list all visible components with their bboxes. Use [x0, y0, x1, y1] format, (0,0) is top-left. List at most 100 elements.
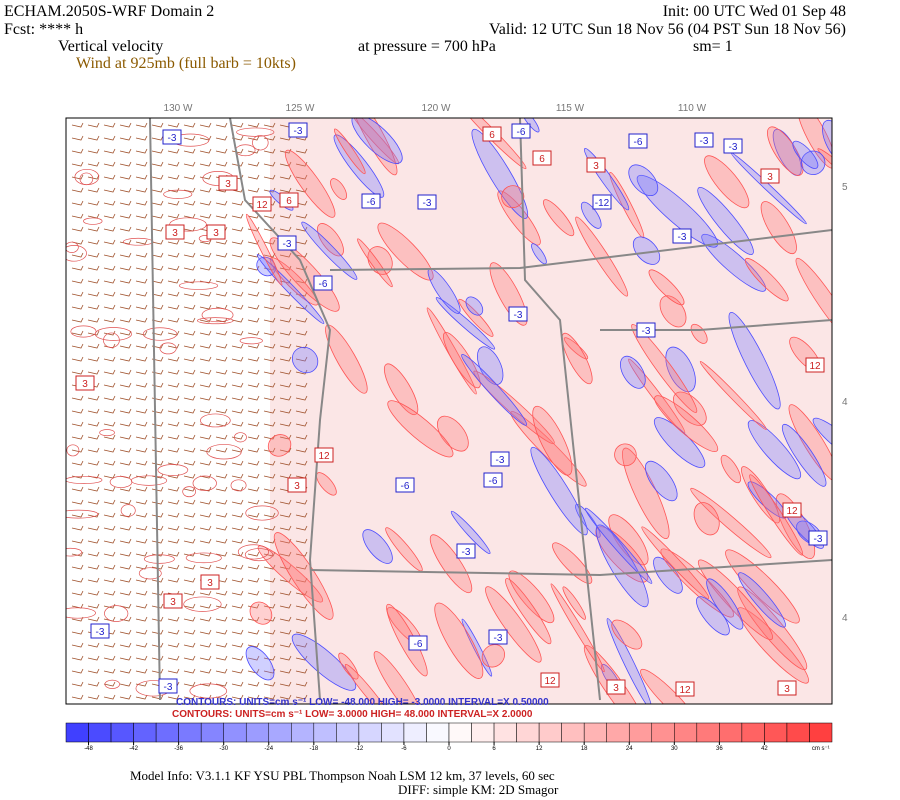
downdraft-area: [351, 118, 403, 164]
wind-barb: [247, 369, 260, 375]
wind-barb: [135, 434, 148, 440]
wind-barb: [279, 460, 292, 466]
contour-label-box: [636, 322, 656, 338]
updraft-area: [704, 155, 750, 209]
wind-barb: [167, 343, 180, 349]
wind-barb: [151, 538, 164, 544]
wind-barb: [103, 499, 116, 505]
wind-barb: [247, 330, 260, 336]
colorbar-label: 0: [447, 746, 451, 752]
wind-barb: [247, 538, 260, 544]
wind-barb: [135, 304, 148, 310]
wind-barb: [135, 499, 148, 505]
wind-barb: [199, 629, 212, 635]
wind-barb: [167, 629, 180, 635]
wind-barb: [263, 642, 276, 648]
wind-barb: [103, 330, 116, 336]
wind-barb: [167, 174, 180, 180]
wind-barb: [247, 291, 260, 297]
wind-barb: [167, 395, 180, 401]
contour-line: [66, 475, 103, 485]
pressure-level: at pressure = 700 hPa: [358, 38, 496, 55]
contour-line: [130, 475, 168, 486]
wind-barb: [183, 421, 196, 427]
updraft-area: [648, 269, 685, 306]
wind-barb: [103, 252, 116, 258]
colorbar-cell: [628, 722, 653, 743]
wind-barb: [215, 291, 228, 297]
wind-barb: [151, 343, 164, 349]
updraft-area: [532, 405, 573, 476]
updraft-area: [631, 324, 698, 413]
wind-barb: [87, 135, 100, 141]
wind-barb: [71, 343, 84, 349]
updraft-area: [699, 361, 767, 430]
wind-barb: [183, 434, 196, 440]
wind-barb: [247, 681, 260, 687]
wind-barb: [87, 681, 100, 687]
colorbar-cell: [110, 722, 134, 743]
contour-line: [104, 679, 120, 689]
contour-label-box: [288, 122, 308, 138]
wind-barb: [103, 200, 116, 206]
wind-barb: [151, 486, 164, 492]
wind-barb: [247, 135, 260, 141]
contour-line: [206, 444, 242, 460]
wind-barb: [263, 148, 276, 154]
wind-barb: [279, 551, 292, 557]
wind-barb: [247, 473, 260, 479]
wind-barb: [215, 278, 228, 284]
wind-barb: [119, 629, 132, 635]
contour-label-box: [628, 133, 648, 149]
wind-barb: [247, 356, 260, 362]
wind-barb: [231, 135, 244, 141]
wind-barb: [183, 525, 196, 531]
updraft-area: [817, 148, 832, 181]
updraft-area: [697, 559, 773, 640]
downdraft-area: [291, 346, 319, 374]
wind-barb: [87, 395, 100, 401]
wind-barb: [279, 395, 292, 401]
contour-label-box: [90, 623, 110, 639]
longitude-label: 130 W: [164, 103, 193, 114]
contour-line: [239, 337, 263, 345]
contour-label: -3: [423, 198, 432, 209]
updraft-area: [640, 668, 700, 704]
downdraft-area: [728, 311, 781, 410]
wind-barb: [87, 603, 100, 609]
contour-line: [163, 189, 193, 199]
wind-barb: [151, 278, 164, 284]
wind-barb: [247, 148, 260, 154]
colorbar-label: -18: [309, 746, 318, 752]
wind-barb: [119, 122, 132, 128]
wind-barb: [231, 343, 244, 349]
colorbar-label: -48: [84, 746, 93, 752]
wind-barb: [199, 395, 212, 401]
wind-barb: [215, 668, 228, 674]
wind-barb: [231, 291, 244, 297]
contour-label: 3: [207, 578, 213, 589]
contour-line: [142, 327, 178, 341]
wind-barb: [119, 694, 132, 700]
wind-barb: [151, 174, 164, 180]
wind-barb: [151, 525, 164, 531]
updraft-area: [575, 216, 629, 297]
wind-barb: [183, 447, 196, 453]
wind-barb: [231, 681, 244, 687]
wind-barb: [135, 447, 148, 453]
contour-label-box: [200, 574, 220, 590]
wind-barb: [119, 304, 132, 310]
contour-label: -3: [678, 232, 687, 243]
wind-barb: [71, 499, 84, 505]
wind-barb: [151, 642, 164, 648]
wind-barb: [87, 369, 100, 375]
wind-barb: [199, 538, 212, 544]
wind-barb: [295, 408, 308, 414]
wind-barb: [87, 148, 100, 154]
wind-barb: [103, 694, 116, 700]
contour-line: [94, 327, 132, 341]
wind-barb: [199, 447, 212, 453]
contour-label-box: [287, 477, 307, 493]
wind-barb: [199, 512, 212, 518]
wind-barb: [119, 577, 132, 583]
